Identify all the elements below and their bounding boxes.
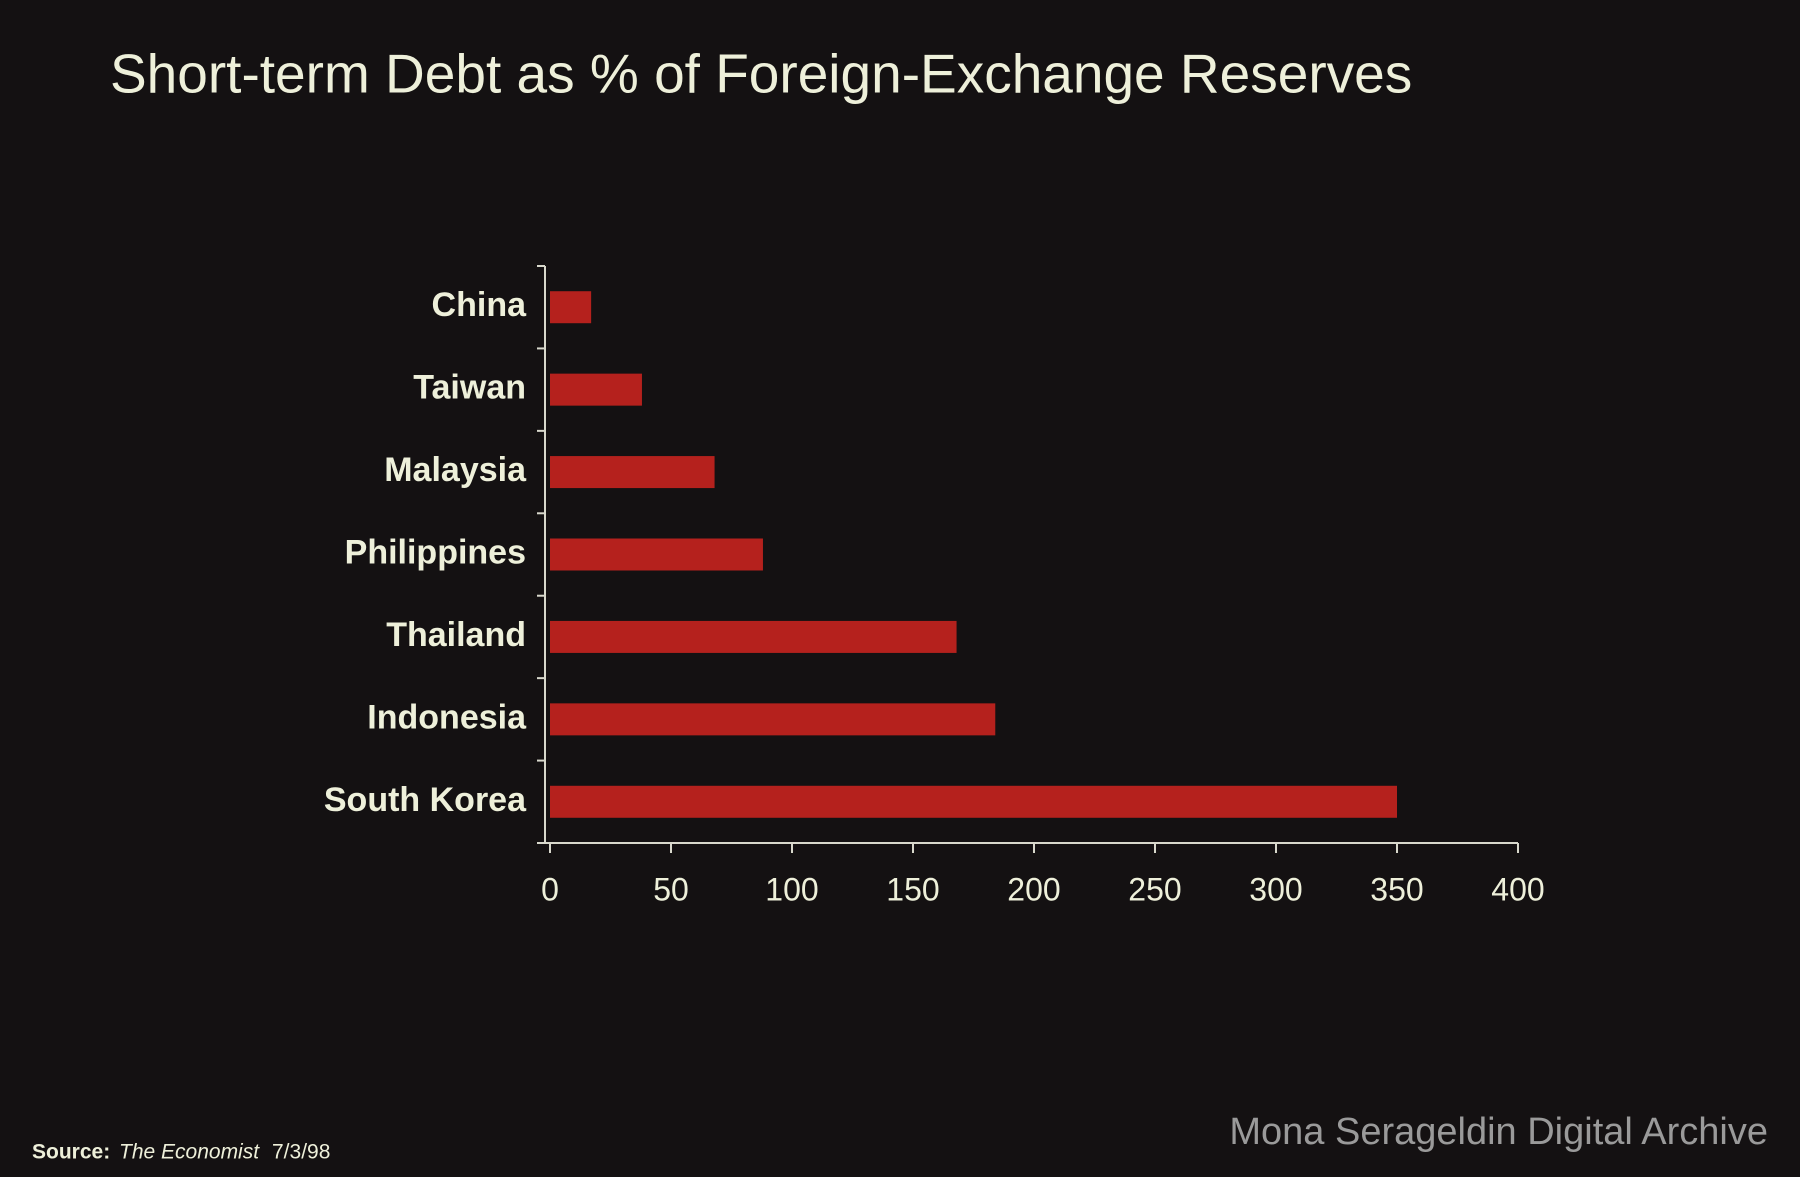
- x-tick-label: 350: [1370, 871, 1423, 907]
- watermark: Mona Serageldin Digital Archive: [1229, 1111, 1768, 1153]
- bar: [550, 703, 996, 736]
- bar: [550, 785, 1397, 818]
- bar: [550, 291, 592, 324]
- category-label: South Korea: [324, 781, 527, 819]
- x-tick-label: 400: [1491, 871, 1544, 907]
- x-tick-label: 300: [1249, 871, 1302, 907]
- bar: [550, 373, 642, 406]
- chart-title: Short-term Debt as % of Foreign-Exchange…: [110, 43, 1412, 105]
- x-tick-label: 250: [1128, 871, 1181, 907]
- category-label: Philippines: [345, 533, 526, 571]
- source-publication: The Economist: [119, 1141, 260, 1164]
- x-tick-label: 50: [653, 871, 689, 907]
- x-tick-label: 0: [541, 871, 559, 907]
- x-tick-label: 200: [1007, 871, 1060, 907]
- category-label: Taiwan: [413, 369, 526, 407]
- category-label: Thailand: [386, 616, 526, 654]
- x-tick-label: 150: [886, 871, 939, 907]
- source-label: Source:: [32, 1141, 110, 1164]
- x-tick-label: 100: [765, 871, 818, 907]
- category-label: Malaysia: [384, 451, 527, 489]
- bar: [550, 456, 715, 489]
- bar: [550, 538, 763, 571]
- category-label: China: [432, 286, 528, 324]
- source-date: 7/3/98: [272, 1141, 330, 1164]
- bar: [550, 620, 957, 653]
- category-label: Indonesia: [367, 698, 527, 736]
